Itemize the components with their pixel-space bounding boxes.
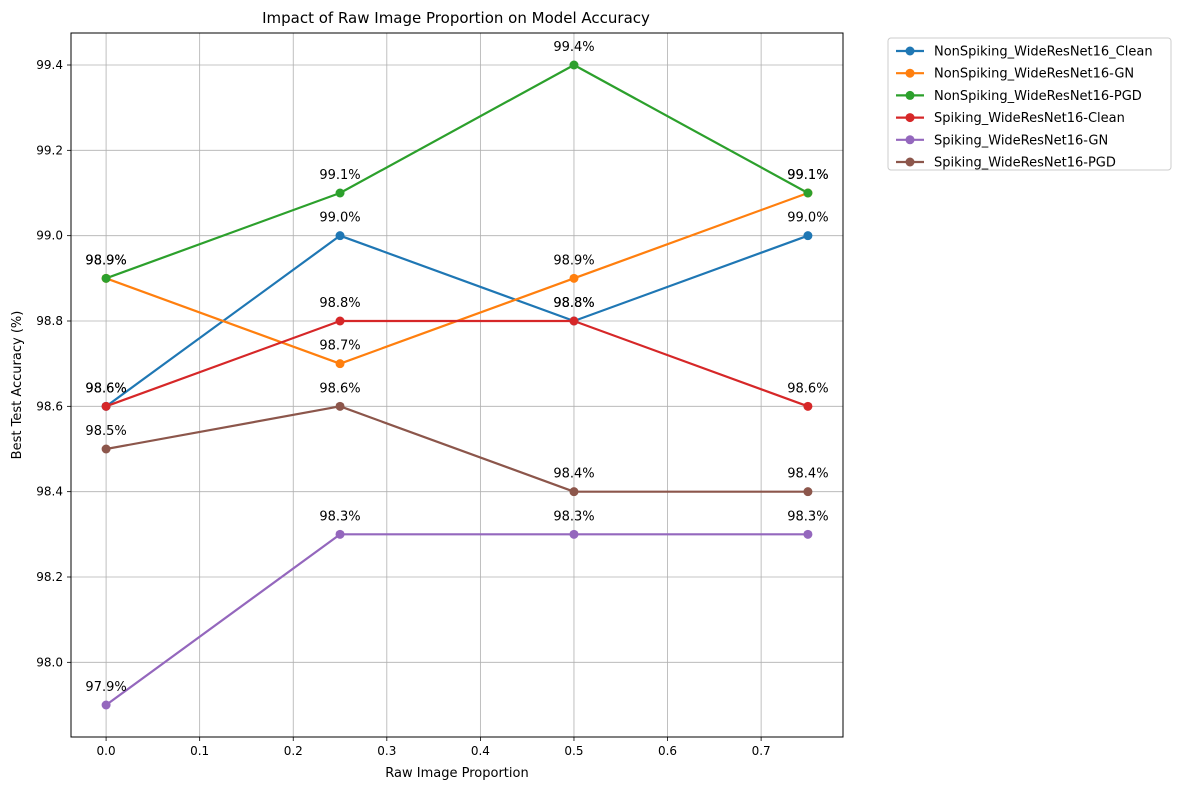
legend-label: NonSpiking_WideResNet16_Clean: [934, 45, 1153, 60]
legend-item-1: NonSpiking_WideResNet16-GN: [896, 67, 1134, 82]
data-label-3-0: 98.6%: [85, 381, 126, 396]
data-point-4-2: [569, 529, 579, 539]
data-point-4-1: [335, 529, 345, 539]
series-lines: [105, 63, 809, 706]
legend-item-2: NonSpiking_WideResNet16-PGD: [896, 89, 1142, 104]
legend-marker: [905, 68, 915, 78]
data-point-1-1: [335, 359, 345, 369]
x-tick-label: 0.5: [564, 744, 583, 758]
data-label-4-2: 98.3%: [553, 509, 594, 524]
x-axis-label: Raw Image Proportion: [385, 766, 528, 781]
legend-marker: [905, 90, 915, 100]
y-tick-label: 98.6: [36, 399, 63, 413]
data-point-4-3: [803, 529, 813, 539]
legend-marker: [905, 135, 915, 145]
data-label-1-1: 98.7%: [319, 339, 360, 354]
legend-label: NonSpiking_WideResNet16-PGD: [934, 89, 1142, 104]
data-label-4-1: 98.3%: [319, 509, 360, 524]
series-line-5: [105, 405, 808, 493]
data-label-0-1: 99.0%: [319, 211, 360, 226]
x-tick-label: 0.3: [377, 744, 396, 758]
data-label-4-0: 97.9%: [85, 680, 126, 695]
data-label-3-1: 98.8%: [319, 296, 360, 311]
data-labels: 98.6% 99.0% 98.8% 99.0% 98.9% 98.7% 98.9% 99.1%…: [85, 40, 828, 695]
data-point-1-2: [569, 273, 579, 283]
x-tick-label: 0.1: [190, 744, 209, 758]
data-label-1-2: 98.9%: [553, 253, 594, 268]
data-label-5-1: 98.6%: [319, 381, 360, 396]
legend-item-3: Spiking_WideResNet16-Clean: [896, 111, 1125, 126]
chart-title: Impact of Raw Image Proportion on Model …: [262, 9, 650, 27]
data-point-3-3: [803, 401, 813, 411]
y-tick-label: 98.8: [36, 314, 63, 328]
data-point-0-3: [803, 231, 813, 241]
data-point-2-0: [101, 273, 111, 283]
data-point-5-1: [335, 401, 345, 411]
data-points: [101, 60, 813, 710]
data-point-2-1: [335, 188, 345, 198]
data-label-2-2: 99.4%: [553, 40, 594, 55]
data-label-1-3: 99.1%: [787, 168, 828, 183]
data-label-3-2: 98.8%: [553, 296, 594, 311]
data-label-4-3: 98.3%: [787, 509, 828, 524]
legend-item-0: NonSpiking_WideResNet16_Clean: [896, 45, 1153, 60]
series-line-3: [105, 319, 809, 408]
data-label-3-3: 98.6%: [787, 381, 828, 396]
data-label-2-3: 99.1%: [787, 168, 828, 183]
legend-item-5: Spiking_WideResNet16-PGD: [896, 156, 1116, 171]
x-axis-ticks: 0.0 0.1 0.2 0.3 0.4 0.5 0.6 0.7: [97, 737, 771, 758]
legend-marker: [905, 157, 915, 167]
series-line-2: [105, 63, 809, 280]
y-tick-label: 98.0: [36, 655, 63, 669]
data-point-2-3: [803, 188, 813, 198]
data-point-3-0: [101, 401, 111, 411]
data-point-3-1: [335, 316, 345, 326]
legend-marker: [905, 113, 915, 123]
data-point-5-2: [569, 487, 579, 497]
x-tick-label: 0.2: [284, 744, 303, 758]
y-tick-label: 99.2: [36, 143, 63, 157]
data-label-1-0: 98.9%: [85, 253, 126, 268]
data-label-2-1: 99.1%: [319, 168, 360, 183]
x-tick-label: 0.7: [752, 744, 771, 758]
y-tick-label: 99.4: [36, 58, 63, 72]
data-point-0-1: [335, 231, 345, 241]
data-point-4-0: [101, 700, 111, 710]
legend-item-4: Spiking_WideResNet16-GN: [896, 133, 1108, 148]
legend: NonSpiking_WideResNet16_Clean NonSpiking_…: [887, 37, 1172, 171]
plot-area-frame: [70, 32, 844, 738]
legend-label: Spiking_WideResNet16-GN: [934, 133, 1108, 148]
x-tick-label: 0.0: [97, 744, 116, 758]
legend-label: Spiking_WideResNet16-Clean: [934, 111, 1125, 126]
data-point-3-2: [569, 316, 579, 326]
data-label-5-0: 98.5%: [85, 424, 126, 439]
legend-label: Spiking_WideResNet16-PGD: [934, 156, 1116, 171]
y-tick-label: 98.4: [36, 485, 63, 499]
series-line-4: [105, 533, 808, 706]
data-label-2-0: 98.9%: [85, 253, 126, 268]
data-label-0-0: 98.6%: [85, 381, 126, 396]
grid-lines: [71, 33, 843, 737]
data-point-5-3: [803, 487, 813, 497]
data-label-0-2: 98.8%: [553, 296, 594, 311]
y-axis-label: Best Test Accuracy (%): [10, 311, 25, 460]
y-tick-label: 99.0: [36, 229, 63, 243]
legend-label: NonSpiking_WideResNet16-GN: [934, 67, 1134, 82]
data-label-5-2: 98.4%: [553, 467, 594, 482]
data-label-0-3: 99.0%: [787, 211, 828, 226]
legend-box: [887, 37, 1172, 171]
data-label-5-3: 98.4%: [787, 467, 828, 482]
y-tick-label: 98.2: [36, 570, 63, 584]
x-tick-label: 0.6: [658, 744, 677, 758]
legend-marker: [905, 46, 915, 56]
data-point-5-0: [101, 444, 111, 454]
x-tick-label: 0.4: [471, 744, 490, 758]
data-point-2-2: [569, 60, 579, 70]
y-axis-ticks: 98.0 98.2 98.4 98.6 98.8 99.0 99.2 99.4: [36, 58, 71, 669]
